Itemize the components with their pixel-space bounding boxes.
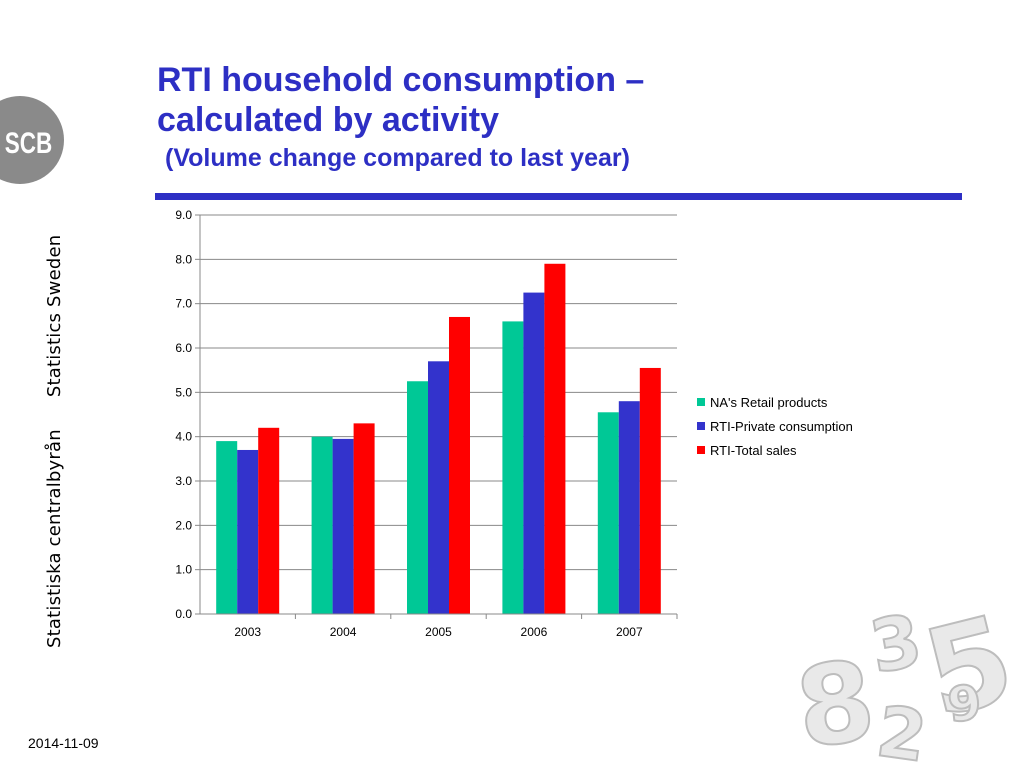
legend-swatch bbox=[697, 398, 705, 406]
legend-item: RTI-Private consumption bbox=[697, 414, 853, 438]
bar-2003-series-2 bbox=[237, 449, 259, 614]
vertical-brand-text: Statistiska centralbyrån Statistics Swede… bbox=[44, 235, 65, 648]
y-tick-label: 4.0 bbox=[175, 430, 192, 444]
page-title-line-2: calculated by activity bbox=[157, 101, 500, 139]
y-tick-label: 3.0 bbox=[175, 474, 192, 488]
y-tick-label: 1.0 bbox=[175, 563, 192, 577]
x-tick-label: 2003 bbox=[234, 625, 261, 639]
bar-2006-series-1 bbox=[502, 321, 524, 614]
bar-2005-series-2 bbox=[428, 361, 449, 614]
legend-item: NA's Retail products bbox=[697, 390, 853, 414]
bar-2003-series-1 bbox=[216, 441, 238, 614]
footer-date: 2014-11-09 bbox=[28, 735, 99, 751]
bar-chart-svg: 0.0 1.0 2.0 3.0 4.0 5.0 6.0 7.0 8.0 9.0 2003 2004 20… bbox=[175, 208, 678, 639]
bar-2004-series-1 bbox=[311, 436, 333, 614]
deco-digit-9: 9 bbox=[945, 674, 984, 733]
deco-digit-5: 5 bbox=[912, 590, 1024, 745]
bar-2003-series-3 bbox=[258, 427, 280, 614]
bar-2007-series-2 bbox=[618, 401, 640, 614]
deco-digit-8: 8 bbox=[789, 636, 883, 768]
bar-2005-series-1 bbox=[407, 381, 428, 614]
title-underline bbox=[155, 193, 962, 200]
bar-2004-series-2 bbox=[332, 438, 354, 614]
legend-label: RTI-Total sales bbox=[710, 442, 797, 458]
y-tick-label: 9.0 bbox=[175, 208, 192, 222]
chart-legend: NA's Retail products RTI-Private consumpt… bbox=[697, 390, 853, 462]
bar-2004-series-3 bbox=[353, 423, 375, 614]
decorative-numbers: 8 3 5 2 9 bbox=[780, 589, 1024, 773]
x-tick-label: 2007 bbox=[616, 625, 643, 639]
bar-2007-series-3 bbox=[639, 367, 661, 614]
y-tick-label: 2.0 bbox=[175, 518, 192, 532]
x-tick-label: 2004 bbox=[330, 625, 357, 639]
y-tick-label: 8.0 bbox=[175, 252, 192, 266]
x-tick-label: 2005 bbox=[425, 625, 452, 639]
legend-item: RTI-Total sales bbox=[697, 438, 853, 462]
title-block: RTI household consumption – calculated b… bbox=[157, 60, 957, 173]
x-tick-label: 2006 bbox=[521, 625, 548, 639]
brand-swedish-name: Statistiska centralbyrån bbox=[44, 429, 65, 648]
deco-digit-2: 2 bbox=[872, 690, 932, 768]
page-title-line-1: RTI household consumption – bbox=[157, 61, 645, 99]
legend-label: NA's Retail products bbox=[710, 394, 828, 410]
y-tick-label: 0.0 bbox=[175, 607, 192, 621]
y-tick-label: 5.0 bbox=[175, 385, 192, 399]
page-subtitle: (Volume change compared to last year) bbox=[165, 144, 630, 172]
scb-logo: SCB bbox=[0, 95, 66, 185]
legend-label: RTI-Private consumption bbox=[710, 418, 853, 434]
bar-2005-series-3 bbox=[449, 316, 470, 614]
legend-swatch bbox=[697, 422, 705, 430]
y-tick-label: 6.0 bbox=[175, 341, 192, 355]
bar-2007-series-1 bbox=[597, 412, 619, 614]
y-tick-label: 7.0 bbox=[175, 297, 192, 311]
logo-text: SCB bbox=[5, 126, 52, 160]
bar-chart: 0.0 1.0 2.0 3.0 4.0 5.0 6.0 7.0 8.0 9.0 2003 2004 20… bbox=[150, 205, 690, 650]
bar-2006-series-2 bbox=[523, 292, 545, 614]
brand-english-name: Statistics Sweden bbox=[44, 234, 65, 398]
bar-2006-series-3 bbox=[544, 263, 566, 614]
legend-swatch bbox=[697, 446, 705, 454]
